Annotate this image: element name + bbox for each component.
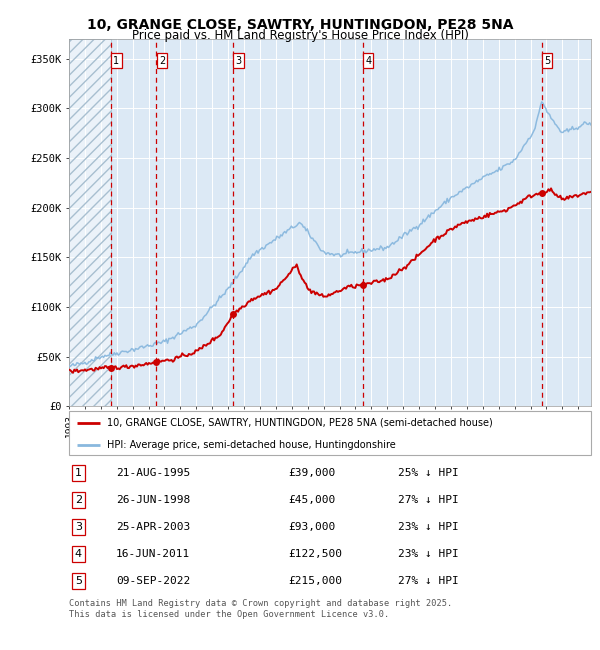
Text: 16-JUN-2011: 16-JUN-2011: [116, 549, 190, 559]
Text: 3: 3: [75, 522, 82, 532]
Text: 23% ↓ HPI: 23% ↓ HPI: [398, 522, 458, 532]
Text: 27% ↓ HPI: 27% ↓ HPI: [398, 577, 458, 586]
Text: 09-SEP-2022: 09-SEP-2022: [116, 577, 190, 586]
Text: 1: 1: [113, 55, 119, 66]
Text: 25% ↓ HPI: 25% ↓ HPI: [398, 468, 458, 478]
Text: £215,000: £215,000: [288, 577, 342, 586]
Text: £122,500: £122,500: [288, 549, 342, 559]
Text: 10, GRANGE CLOSE, SAWTRY, HUNTINGDON, PE28 5NA (semi-detached house): 10, GRANGE CLOSE, SAWTRY, HUNTINGDON, PE…: [107, 418, 493, 428]
Text: £45,000: £45,000: [288, 495, 335, 505]
Text: 2: 2: [75, 495, 82, 505]
Text: 4: 4: [75, 549, 82, 559]
Text: 2: 2: [159, 55, 165, 66]
Text: Contains HM Land Registry data © Crown copyright and database right 2025.
This d: Contains HM Land Registry data © Crown c…: [69, 599, 452, 619]
Text: HPI: Average price, semi-detached house, Huntingdonshire: HPI: Average price, semi-detached house,…: [107, 440, 395, 450]
Bar: [69, 39, 111, 406]
Text: 27% ↓ HPI: 27% ↓ HPI: [398, 495, 458, 505]
Text: 21-AUG-1995: 21-AUG-1995: [116, 468, 190, 478]
Text: 23% ↓ HPI: 23% ↓ HPI: [398, 549, 458, 559]
Text: 3: 3: [236, 55, 242, 66]
Text: 5: 5: [544, 55, 550, 66]
Text: 26-JUN-1998: 26-JUN-1998: [116, 495, 190, 505]
Text: 5: 5: [75, 577, 82, 586]
Text: £39,000: £39,000: [288, 468, 335, 478]
Text: 25-APR-2003: 25-APR-2003: [116, 522, 190, 532]
Text: 4: 4: [365, 55, 371, 66]
Text: Price paid vs. HM Land Registry's House Price Index (HPI): Price paid vs. HM Land Registry's House …: [131, 29, 469, 42]
Text: 10, GRANGE CLOSE, SAWTRY, HUNTINGDON, PE28 5NA: 10, GRANGE CLOSE, SAWTRY, HUNTINGDON, PE…: [87, 18, 513, 32]
Bar: [69, 39, 111, 406]
Text: 1: 1: [75, 468, 82, 478]
Text: £93,000: £93,000: [288, 522, 335, 532]
